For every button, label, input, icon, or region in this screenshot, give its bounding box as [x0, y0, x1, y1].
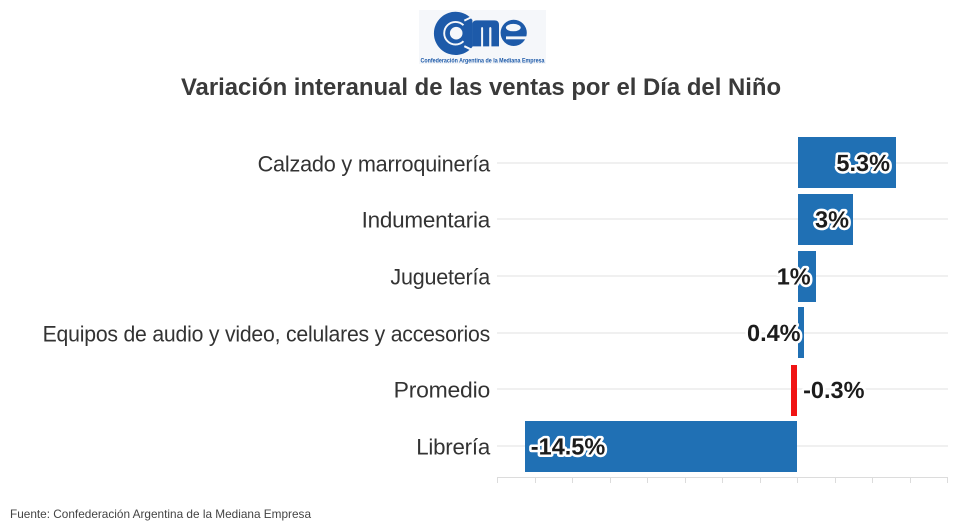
svg-text:-0.3%: -0.3%	[803, 377, 864, 403]
svg-text:3%: 3%	[815, 207, 849, 233]
svg-text:1%: 1%	[777, 263, 811, 289]
svg-text:5.3%: 5.3%	[836, 150, 890, 176]
svg-text:-14.5%: -14.5%	[531, 434, 606, 460]
svg-text:0.4%: 0.4%	[747, 320, 801, 346]
svg-text:Confederación Argentina de la: Confederación Argentina de la Mediana Em…	[421, 58, 545, 65]
